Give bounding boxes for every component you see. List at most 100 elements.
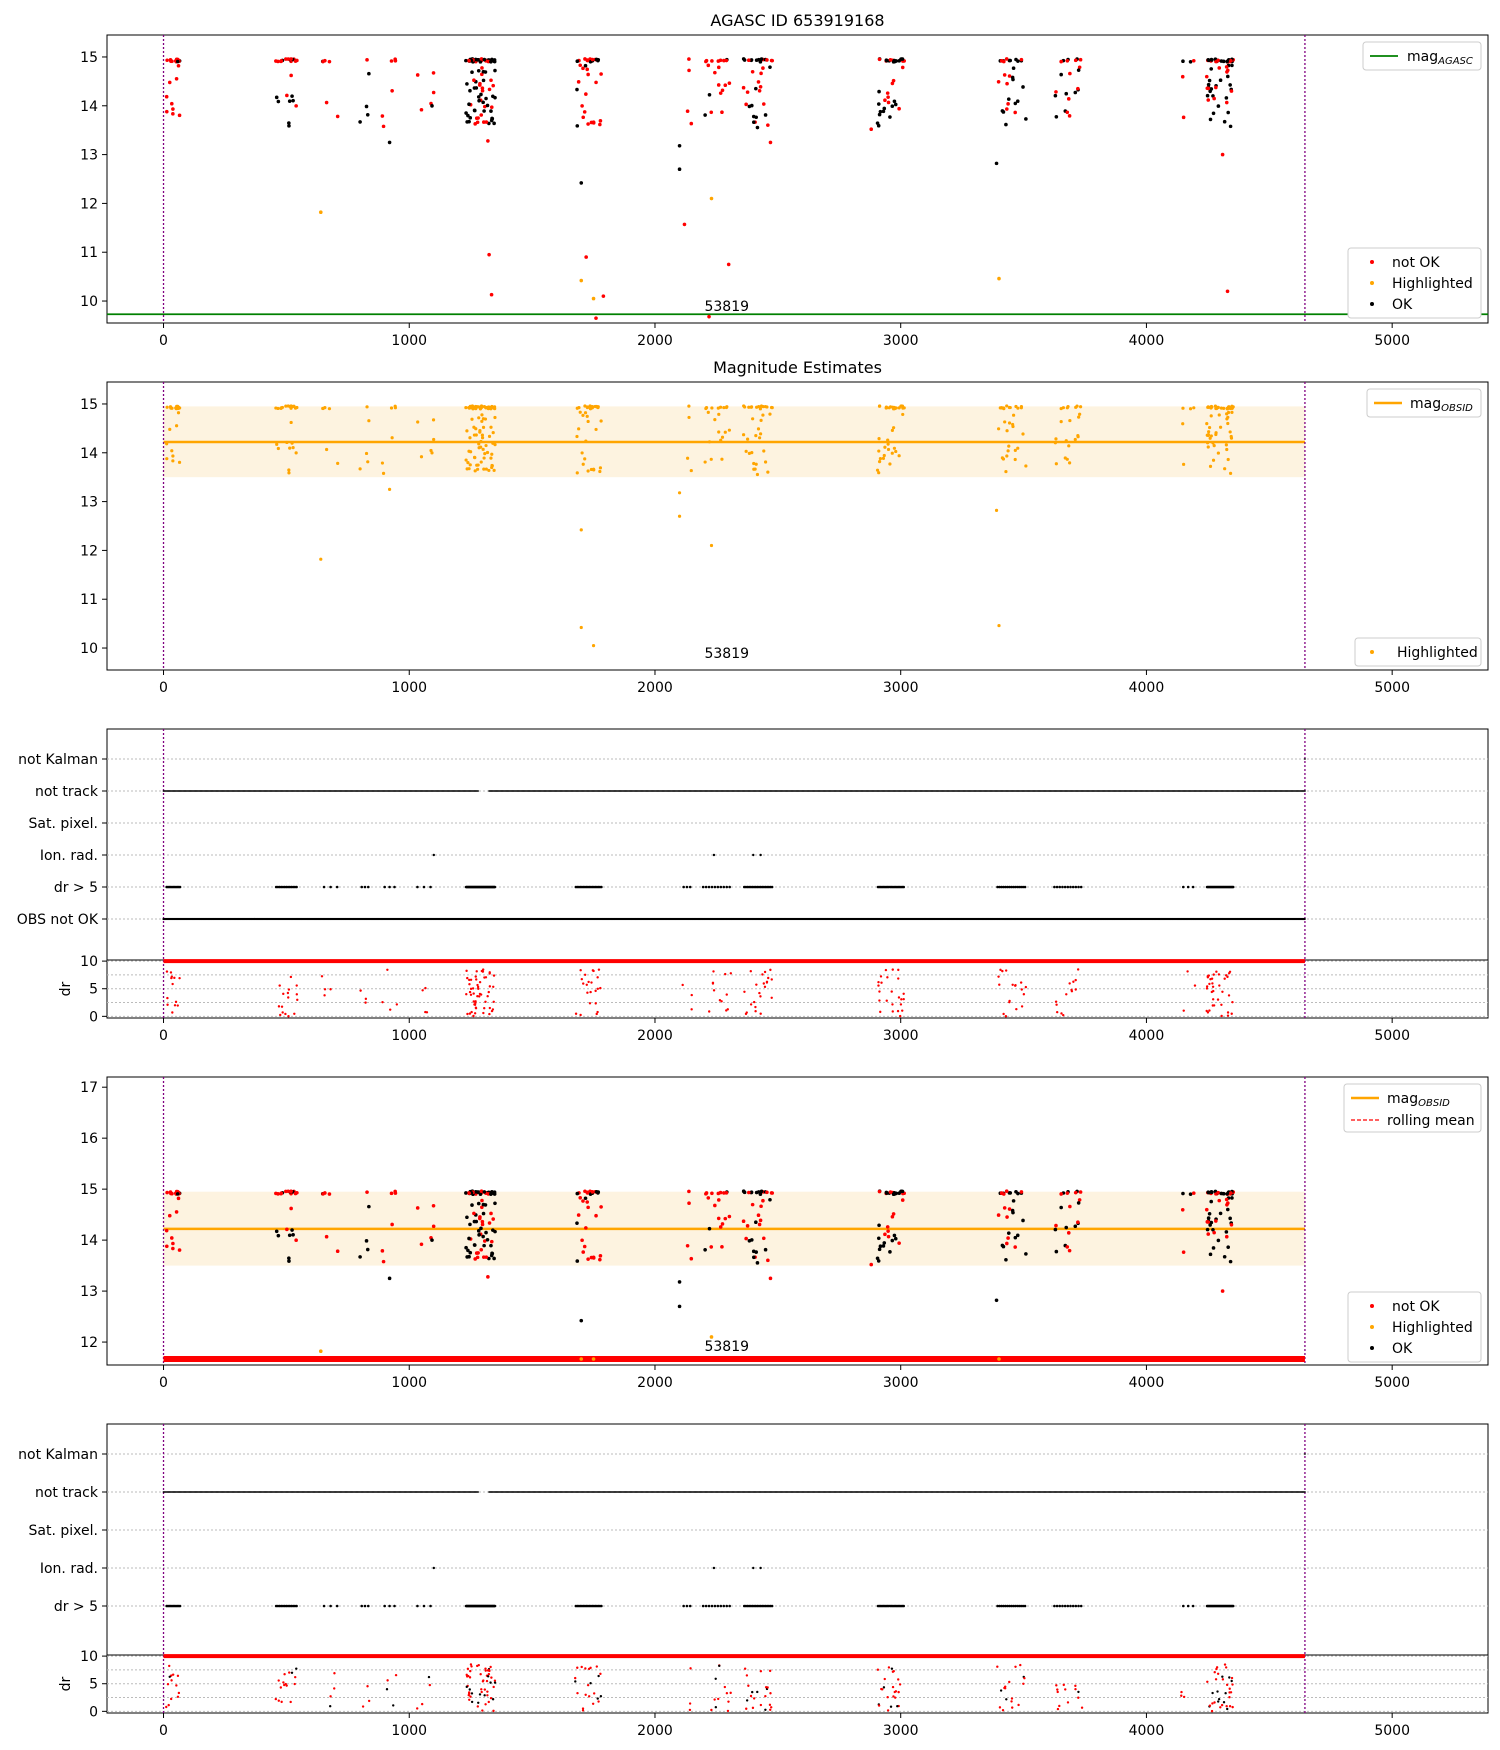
ok-point: [1206, 82, 1211, 87]
not-ok-point: [888, 58, 893, 62]
not-ok-point: [687, 1189, 691, 1194]
ok-point: [1224, 1230, 1229, 1234]
not-ok-point: [431, 71, 436, 75]
highlighted-point: [432, 437, 436, 442]
highlighted-point: [1059, 406, 1063, 411]
ok-point: [1010, 1208, 1015, 1213]
highlighted-point: [477, 446, 481, 450]
highlighted-point: [327, 407, 332, 411]
highlighted-point: [761, 413, 765, 417]
highlighted-point: [598, 466, 603, 470]
not-ok-point: [177, 113, 182, 118]
dr-point: [1206, 1011, 1210, 1014]
ok-point: [878, 1244, 883, 1249]
highlighted-point: [586, 469, 590, 473]
highlighted-point: [585, 414, 589, 418]
not-ok-point: [365, 58, 369, 62]
ok-point: [287, 1256, 291, 1260]
x-tick-label: 2000: [637, 1028, 673, 1044]
x-tick-label: 3000: [883, 1375, 919, 1391]
dr-point: [897, 968, 900, 972]
not-ok-point: [741, 1219, 746, 1224]
dr-point: [477, 987, 480, 991]
highlighted-point: [997, 623, 1001, 628]
not-ok-point: [478, 81, 482, 86]
highlighted-point: [176, 406, 180, 411]
ok-point: [1006, 1231, 1011, 1235]
dr-point: [1060, 1012, 1063, 1015]
ok-point: [1209, 67, 1214, 71]
dr-gt-5-point: [1079, 885, 1083, 889]
not-ok-point: [474, 1251, 479, 1255]
highlighted-point: [476, 467, 480, 471]
dr-point: [879, 1010, 882, 1014]
ok-point: [1011, 66, 1016, 70]
not-ok-point: [727, 81, 732, 85]
ok-point: [1208, 89, 1212, 94]
ion-rad-point: [432, 853, 436, 857]
not-ok-point: [883, 1232, 887, 1237]
chart-title: AGASC ID 653919168: [710, 11, 884, 30]
highlighted-point: [279, 406, 283, 410]
dr-point: [171, 982, 174, 986]
dr-point: [594, 1002, 597, 1005]
ok-point: [287, 121, 291, 125]
highlighted-point: [381, 471, 386, 475]
highlighted-point: [366, 460, 370, 464]
not-ok-point: [486, 1275, 490, 1279]
dr-point: [1208, 982, 1211, 986]
highlighted-point: [888, 462, 892, 466]
not-ok-point: [365, 1190, 369, 1194]
not-ok-point: [585, 67, 590, 72]
highlighted-point: [877, 471, 881, 475]
dr-point: [1211, 998, 1215, 1001]
ok-point: [287, 124, 291, 128]
not-ok-point: [164, 94, 169, 99]
dr-point: [487, 990, 490, 994]
highlighted-point: [168, 427, 172, 431]
not-ok-point: [1229, 89, 1234, 93]
dr-point: [574, 1012, 578, 1015]
not-ok-point: [482, 104, 487, 109]
highlighted-point: [367, 419, 371, 423]
not-ok-point: [687, 68, 691, 73]
not-ok-point: [888, 1190, 893, 1194]
dr-point: [1072, 980, 1075, 983]
ok-point: [892, 99, 897, 104]
dr-point: [596, 976, 599, 979]
x-tick-label: 0: [159, 680, 168, 696]
highlighted-point: [758, 405, 762, 409]
not-ok-point: [601, 294, 606, 298]
not-ok-point: [415, 1206, 420, 1210]
not-ok-point: [720, 1222, 725, 1226]
not-ok-point: [289, 73, 293, 78]
dr-gt-5-point: [1074, 885, 1078, 889]
highlighted-point: [1013, 457, 1017, 462]
ok-point: [276, 1233, 281, 1238]
dr-point: [587, 980, 590, 984]
dr-point: [469, 987, 473, 991]
not-ok-point: [295, 1191, 299, 1195]
dr-point: [749, 970, 752, 973]
not-ok-point: [584, 92, 588, 96]
ok-point: [492, 1190, 497, 1194]
highlighted-point: [1208, 436, 1212, 440]
not-ok-point: [718, 58, 723, 63]
not-ok-point: [891, 1212, 896, 1216]
ok-point: [1059, 1205, 1063, 1210]
not-ok-point: [750, 69, 755, 74]
not-ok-point: [713, 70, 717, 75]
not-ok-point: [682, 222, 687, 227]
dr-point: [762, 982, 765, 985]
not-ok-point: [897, 106, 901, 111]
highlighted-point: [1211, 458, 1216, 462]
not-ok-point: [475, 120, 480, 125]
y-tick-label: 14: [80, 99, 98, 115]
not-ok-point: [1206, 1220, 1211, 1224]
ok-point: [1225, 59, 1229, 64]
not-ok-point: [484, 1255, 489, 1259]
ok-point: [1000, 109, 1005, 113]
not-ok-point: [713, 1203, 717, 1208]
